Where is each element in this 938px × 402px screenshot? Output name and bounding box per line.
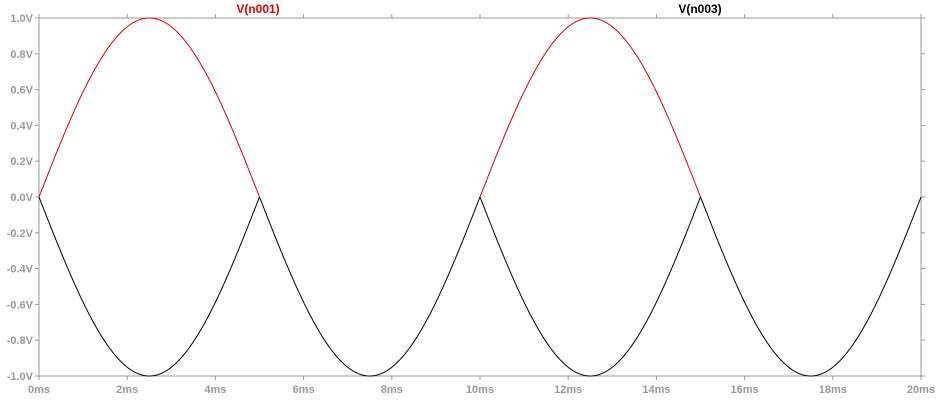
traces	[38, 17, 922, 377]
y-tick-label: -0.2V	[7, 228, 34, 240]
y-tick-label: -0.4V	[7, 264, 34, 276]
x-tick-label: 4ms	[204, 384, 226, 396]
y-axis-ticks: 1.0V 0.8V 0.6V 0.4V 0.2V 0.0V -0.2V -0.4V -0.6V -…	[7, 13, 925, 383]
legend-label-vn003: V(n003)	[678, 2, 721, 16]
x-tick-label: 16ms	[731, 384, 759, 396]
y-tick-label: 0.6V	[10, 85, 33, 97]
x-tick-label: 10ms	[466, 384, 494, 396]
x-axis-ticks: 0ms 2ms 4ms 6ms 8ms 10ms 12ms 14ms 16ms 18ms 20ms	[28, 14, 935, 396]
y-tick-label: 0.0V	[10, 192, 33, 204]
y-tick-label: 0.2V	[10, 156, 33, 168]
y-tick-label: -0.8V	[7, 335, 34, 347]
series-line-vn001-segment-0	[38, 17, 260, 198]
x-tick-label: 2ms	[116, 384, 138, 396]
y-tick-label: -1.0V	[7, 371, 34, 383]
x-tick-label: 14ms	[642, 384, 670, 396]
trace-labels: V(n001) V(n003)	[236, 2, 721, 16]
series-line-vn001-segment-1	[479, 17, 701, 198]
y-tick-label: 0.4V	[10, 120, 33, 132]
x-tick-label: 0ms	[28, 384, 50, 396]
legend-label-vn001: V(n001)	[236, 2, 279, 16]
x-tick-label: 18ms	[819, 384, 847, 396]
y-tick-label: 0.8V	[10, 49, 33, 61]
y-tick-label: 1.0V	[10, 13, 33, 25]
x-tick-label: 6ms	[293, 384, 315, 396]
x-tick-label: 12ms	[554, 384, 582, 396]
x-tick-label: 20ms	[907, 384, 935, 396]
y-tick-label: -0.6V	[7, 299, 34, 311]
x-tick-label: 8ms	[381, 384, 403, 396]
